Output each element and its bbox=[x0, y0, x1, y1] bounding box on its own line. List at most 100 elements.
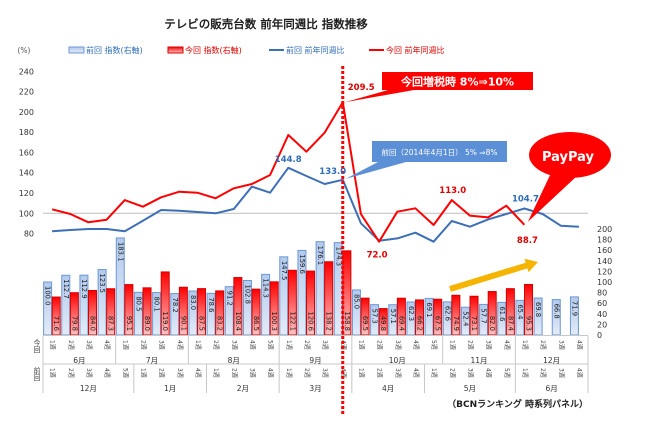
week-tick-label: 3週 bbox=[230, 340, 238, 350]
week-tick-label: 4週 bbox=[412, 340, 420, 350]
week-tick-label: 2週 bbox=[376, 340, 384, 350]
week-tick-label: 4週 bbox=[485, 368, 493, 378]
left-axis-tick-label: 120 bbox=[19, 189, 34, 198]
week-tick-label: 2週 bbox=[158, 368, 166, 378]
left-axis-tick-label: 180 bbox=[19, 128, 34, 137]
callout-tail bbox=[527, 171, 578, 222]
data-point-label: 104.7 bbox=[512, 195, 539, 205]
week-tick-label: 3週 bbox=[394, 368, 402, 378]
week-tick-label: 4週 bbox=[503, 340, 511, 350]
left-axis-tick-label: 100 bbox=[19, 209, 34, 218]
bar-value-label: 69.1 bbox=[425, 302, 433, 317]
source-note: （BCNランキング 時系列パネル） bbox=[447, 398, 588, 410]
week-tick-label: 2週 bbox=[303, 340, 311, 350]
week-tick-label: 2週 bbox=[303, 368, 311, 378]
bar-value-label: 74.9 bbox=[452, 316, 460, 331]
x-axis-table: 1週 2週 3週 4週 6月 1週 2週 3週 4週 7月 1週 2週 3週 4週 5週 8月 1週 2週 3週 4週… bbox=[42, 335, 589, 393]
bar-value-label: 78.6 bbox=[207, 297, 215, 312]
bar-value-label: 87.4 bbox=[506, 316, 514, 331]
right-axis-tick-label: 180 bbox=[597, 236, 612, 245]
bar-value-label: 82.0 bbox=[488, 316, 496, 331]
week-tick-label: 3週 bbox=[321, 340, 329, 350]
week-tick-label: 1週 bbox=[139, 368, 147, 378]
axes: 2402202001801601401201008020018016014012… bbox=[19, 67, 613, 340]
week-tick-label: 2週 bbox=[230, 368, 238, 378]
bar-value-label: 71.9 bbox=[570, 301, 578, 316]
data-point-label: 113.0 bbox=[439, 186, 466, 196]
bar-value-label: 62.3 bbox=[407, 306, 415, 321]
bar-value-label: 147.5 bbox=[280, 261, 288, 280]
callout-text: 前回（2014年4月1日） 5% ⇒8% bbox=[382, 147, 498, 157]
week-tick-label: 3週 bbox=[466, 368, 474, 378]
week-tick-label: 1週 bbox=[49, 368, 57, 378]
bar-value-label: 90.1 bbox=[179, 316, 187, 331]
trend-arrow-icon bbox=[449, 258, 538, 292]
right-axis-tick-label: 20 bbox=[597, 320, 607, 329]
legend-label-current-index: 今回 指数(右軸) bbox=[185, 45, 242, 55]
legend-item-current-index[interactable]: 今回 指数(右軸) bbox=[167, 45, 242, 55]
bar-value-label: 73.1 bbox=[470, 316, 478, 331]
bar-series: 100.0 112.7 112.9 123.5 183.1 80.5 80.1 78.2 83.… bbox=[43, 237, 579, 336]
bar-value-label: 159.6 bbox=[298, 254, 306, 273]
month-label: 6月 bbox=[546, 384, 558, 393]
week-tick-label: 2週 bbox=[539, 368, 547, 378]
month-label: 2月 bbox=[237, 384, 249, 393]
data-point-label: 144.8 bbox=[275, 155, 302, 165]
week-tick-label: 4週 bbox=[267, 368, 275, 378]
week-tick-label: 2週 bbox=[448, 368, 456, 378]
legend-item-current-yoy[interactable]: 今回 前年同週比 bbox=[369, 45, 445, 55]
legend: 前回 指数(右軸) 今回 指数(右軸) 前回 前年同週比 今回 前年同週比 bbox=[68, 45, 445, 55]
bar-value-label: 85.0 bbox=[352, 294, 360, 309]
callout-tail bbox=[344, 90, 414, 103]
week-tick-label: 5週 bbox=[430, 340, 438, 350]
week-tick-label: 5週 bbox=[267, 340, 275, 350]
bar-value-label: 57.3 bbox=[371, 309, 379, 324]
bar-value-label: 102.8 bbox=[243, 285, 251, 304]
bar-value-label: 62.6 bbox=[443, 306, 451, 321]
week-tick-label: 1週 bbox=[430, 368, 438, 378]
week-tick-label: 3週 bbox=[85, 340, 93, 350]
week-tick-label: 1週 bbox=[357, 340, 365, 350]
bar-value-label: 91.2 bbox=[225, 291, 233, 306]
legend-item-previous-index[interactable]: 前回 指数(右軸) bbox=[68, 45, 143, 55]
bar-value-label: 66.2 bbox=[416, 316, 424, 331]
chart-title: テレビの販売台数 前年同週比 指数推移 bbox=[164, 17, 368, 31]
week-tick-label: 3週 bbox=[248, 368, 256, 378]
bar-value-label: 112.7 bbox=[62, 279, 70, 298]
week-tick-label: 3週 bbox=[85, 368, 93, 378]
bar-value-label: 69.4 bbox=[397, 316, 405, 331]
data-point-label: 209.5 bbox=[348, 83, 375, 93]
bar-value-label: 69.8 bbox=[534, 302, 542, 317]
week-tick-label: 3週 bbox=[321, 368, 329, 378]
left-axis-tick-label: 240 bbox=[19, 67, 34, 76]
bar-value-label: 100.0 bbox=[44, 286, 52, 305]
point-labels: 209.5 144.8 133.0 72.0 113.0 104.7 88.7 bbox=[275, 83, 539, 261]
bar-value-label: 122.1 bbox=[288, 312, 296, 331]
callout-text: PayPay bbox=[542, 150, 595, 165]
bar-value-label: 158.8 bbox=[343, 312, 351, 331]
week-tick-label: 2週 bbox=[376, 368, 384, 378]
right-axis-tick-label: 120 bbox=[597, 267, 612, 276]
legend-swatch-current-index bbox=[167, 46, 184, 54]
week-tick-label: 1週 bbox=[49, 340, 57, 350]
legend-swatch-previous-index bbox=[68, 46, 85, 54]
bar-value-label: 83.2 bbox=[216, 316, 224, 331]
legend-label-previous-yoy: 前回 前年同週比 bbox=[286, 45, 345, 55]
bar-value-label: 95.1 bbox=[125, 316, 133, 331]
week-tick-label: 3週 bbox=[176, 368, 184, 378]
legend-item-previous-yoy[interactable]: 前回 前年同週比 bbox=[269, 45, 345, 55]
week-tick-label: 3週 bbox=[158, 340, 166, 350]
data-point-label: 88.7 bbox=[517, 236, 538, 246]
bar-value-label: 69.5 bbox=[361, 316, 369, 331]
bar-value-label: 183.1 bbox=[116, 242, 124, 261]
week-tick-label: 3週 bbox=[557, 368, 565, 378]
bar-value-label: 87.3 bbox=[107, 316, 115, 331]
left-axis-tick-label: 200 bbox=[19, 108, 34, 117]
bar-value-label: 57.7 bbox=[480, 308, 488, 323]
left-axis-tick-label: 80 bbox=[24, 230, 34, 239]
left-axis-tick-label: 160 bbox=[19, 148, 34, 157]
week-tick-label: 1週 bbox=[212, 368, 220, 378]
right-axis-tick-label: 40 bbox=[597, 310, 607, 319]
row-label-current: 今回 bbox=[33, 339, 41, 353]
bar-value-label: 71.6 bbox=[52, 316, 60, 331]
